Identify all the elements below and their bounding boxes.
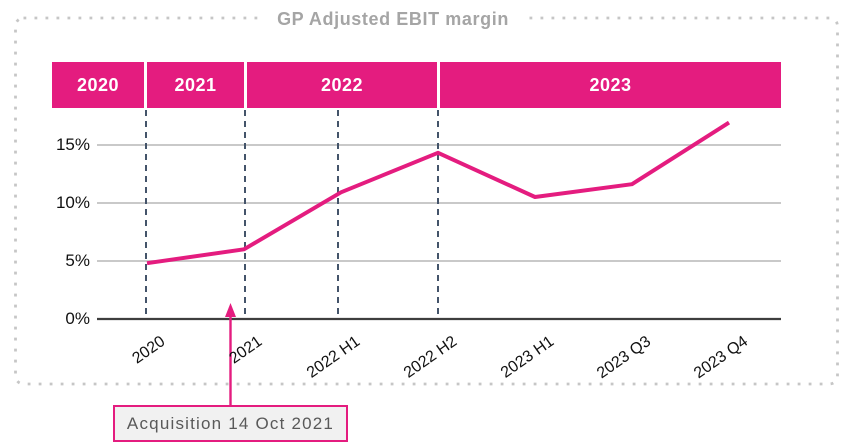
annotation-arrow-head [225, 303, 236, 317]
x-axis-label: 2021 [226, 333, 266, 368]
x-axis-label: 2022 H1 [303, 333, 363, 382]
y-axis-label: 15% [55, 135, 90, 154]
chart-title: GP Adjusted EBIT margin [263, 7, 523, 32]
year-band-2021: 2021 [147, 62, 244, 108]
y-axis-label: 0% [65, 309, 90, 328]
annotation-box: Acquisition 14 Oct 2021 [113, 405, 348, 442]
y-axis-label: 5% [65, 251, 90, 270]
x-axis-label: 2020 [129, 333, 169, 368]
x-axis-label: 2023 H1 [497, 333, 557, 382]
x-axis-label: 2023 Q4 [690, 333, 751, 383]
year-band-2023: 2023 [440, 62, 781, 108]
annotation-text: Acquisition 14 Oct 2021 [126, 413, 335, 433]
data-series-line [146, 120, 731, 266]
year-band-2020: 2020 [52, 62, 144, 108]
year-band-2022: 2022 [247, 62, 437, 108]
x-axis-label: 2022 H2 [400, 333, 460, 382]
y-axis-label: 10% [55, 193, 90, 212]
x-axis-label: 2023 Q3 [593, 333, 654, 383]
